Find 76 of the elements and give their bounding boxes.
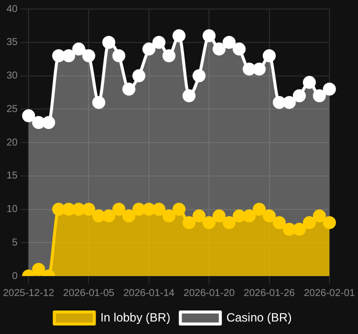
point bbox=[312, 89, 326, 102]
point bbox=[102, 36, 116, 49]
point bbox=[132, 69, 146, 82]
point bbox=[82, 202, 96, 216]
point bbox=[112, 202, 126, 216]
y-tick-label: 25 bbox=[6, 104, 18, 115]
y-tick-label: 5 bbox=[12, 237, 18, 248]
point bbox=[222, 36, 236, 49]
point bbox=[202, 29, 216, 42]
point bbox=[112, 49, 126, 62]
point bbox=[32, 262, 46, 276]
point bbox=[62, 49, 76, 62]
point bbox=[72, 202, 86, 216]
point bbox=[162, 49, 176, 62]
point bbox=[132, 202, 146, 216]
point bbox=[42, 116, 56, 129]
point bbox=[52, 49, 66, 62]
y-tick-label: 0 bbox=[12, 270, 18, 282]
point bbox=[92, 96, 106, 109]
point bbox=[142, 42, 156, 56]
point bbox=[162, 209, 176, 222]
y-tick-label: 15 bbox=[6, 170, 18, 182]
point bbox=[252, 62, 266, 76]
point bbox=[262, 209, 276, 222]
point bbox=[92, 209, 106, 222]
point bbox=[302, 76, 316, 89]
point bbox=[242, 209, 256, 222]
point bbox=[252, 202, 266, 216]
point bbox=[152, 202, 166, 216]
legend-label: Casino (BR) bbox=[226, 310, 292, 324]
point bbox=[182, 216, 196, 230]
point bbox=[192, 69, 206, 82]
point bbox=[142, 202, 156, 216]
x-tick-label: 2026-01-14 bbox=[123, 288, 175, 299]
point bbox=[192, 209, 206, 222]
x-tick-label: 2025-12-12 bbox=[3, 288, 55, 299]
point bbox=[292, 89, 306, 102]
y-tick-label: 20 bbox=[6, 137, 18, 148]
point bbox=[102, 209, 116, 222]
legend-label: In lobby (BR) bbox=[100, 310, 170, 324]
point bbox=[172, 29, 186, 42]
point bbox=[62, 202, 76, 216]
point bbox=[272, 96, 286, 109]
point bbox=[222, 216, 236, 230]
point bbox=[322, 82, 336, 96]
x-tick-label: 2026-02-01 bbox=[304, 288, 356, 299]
point bbox=[52, 202, 66, 216]
point bbox=[172, 202, 186, 216]
point bbox=[312, 209, 326, 222]
point bbox=[122, 82, 136, 96]
point bbox=[182, 89, 196, 102]
point bbox=[232, 42, 246, 56]
y-tick-label: 30 bbox=[6, 70, 18, 82]
point bbox=[302, 216, 316, 230]
point bbox=[292, 222, 306, 236]
point bbox=[32, 116, 46, 129]
point bbox=[242, 62, 256, 76]
point bbox=[82, 49, 96, 62]
y-tick-label: 40 bbox=[6, 4, 18, 15]
point bbox=[152, 36, 166, 49]
point bbox=[122, 209, 136, 222]
point bbox=[272, 216, 286, 230]
y-tick-label: 10 bbox=[6, 204, 18, 215]
point bbox=[212, 209, 226, 222]
point bbox=[282, 96, 296, 109]
point bbox=[72, 42, 86, 56]
point bbox=[232, 209, 246, 222]
point bbox=[322, 216, 336, 230]
x-tick-label: 2026-01-20 bbox=[184, 288, 236, 299]
point bbox=[212, 42, 226, 56]
x-tick-label: 2026-01-05 bbox=[63, 288, 115, 299]
y-tick-label: 35 bbox=[6, 37, 18, 48]
x-tick-label: 2026-01-26 bbox=[244, 288, 296, 299]
point bbox=[262, 49, 276, 62]
point bbox=[282, 222, 296, 236]
point bbox=[202, 216, 216, 230]
